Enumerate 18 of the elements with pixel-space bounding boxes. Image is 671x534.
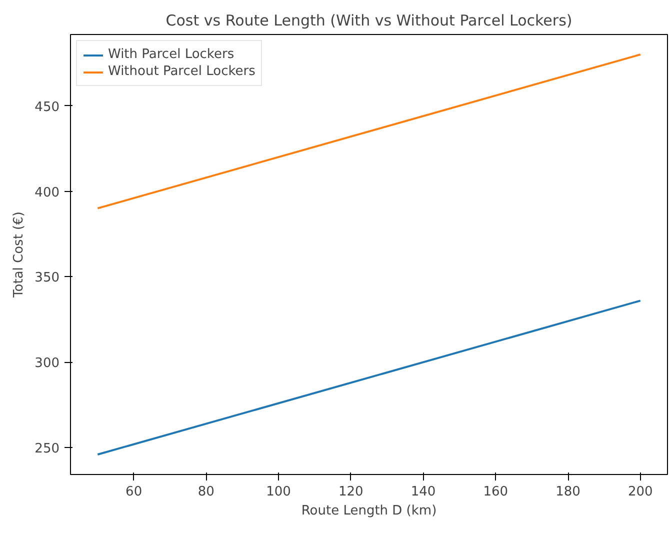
x-tick-label: 60 — [126, 484, 142, 500]
legend-label: With Parcel Lockers — [108, 47, 234, 62]
x-tick-label: 80 — [198, 484, 214, 500]
y-tick-label: 400 — [34, 185, 60, 200]
y-tick-label: 450 — [34, 100, 60, 115]
y-tick-label: 250 — [34, 442, 60, 457]
x-tick-label: 180 — [556, 484, 580, 500]
x-tick-label: 140 — [410, 484, 436, 500]
x-axis-title: Route Length D (km) — [301, 504, 437, 518]
y-axis-title: Total Cost (€) — [12, 212, 27, 298]
y-tick-label: 300 — [34, 356, 60, 372]
x-tick-label: 100 — [266, 484, 291, 500]
x-tick-label: 200 — [628, 484, 653, 500]
x-tick-label: 160 — [483, 484, 508, 500]
x-tick-label: 120 — [338, 484, 364, 500]
legend-label: Without Parcel Lockers — [108, 64, 256, 79]
y-tick-label: 350 — [34, 270, 60, 286]
chart-title: Cost vs Route Length (With vs Without Parcel Lockers) — [166, 12, 572, 30]
